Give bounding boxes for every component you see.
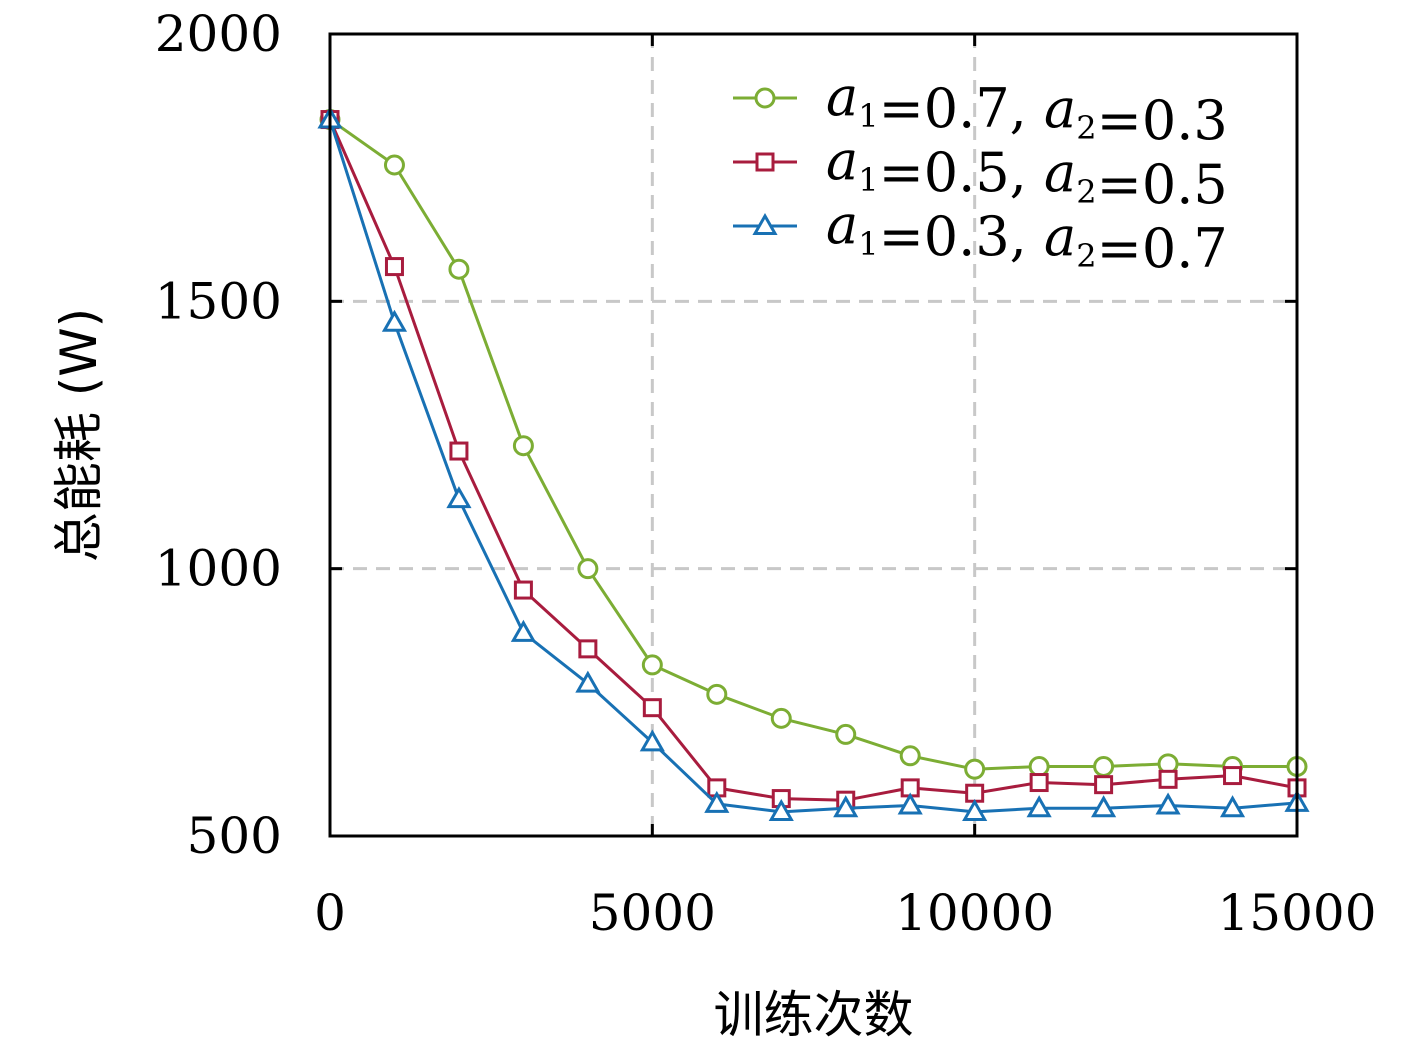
data-point xyxy=(833,795,859,818)
data-point xyxy=(770,707,792,729)
x-tick-label: 5000 xyxy=(589,884,716,942)
data-point xyxy=(1091,795,1117,818)
data-point xyxy=(1093,755,1115,777)
legend-marker xyxy=(755,152,775,172)
data-point xyxy=(897,792,923,815)
y-tick-label: 1500 xyxy=(155,272,282,330)
tick-labels: 0 5000 10000 15000 500 1000 1500 2000 xyxy=(155,5,1377,942)
data-point xyxy=(1219,795,1246,818)
data-point xyxy=(577,558,599,580)
data-point xyxy=(1223,766,1243,786)
data-point xyxy=(964,758,986,780)
plot-frame xyxy=(328,32,1299,838)
legend-subscript: 2 xyxy=(1076,173,1096,211)
data-point xyxy=(1029,773,1049,793)
x-tick-label: 10000 xyxy=(895,884,1054,942)
data-point xyxy=(768,798,794,821)
series-2 xyxy=(320,110,1307,810)
legend-text-part xyxy=(1027,205,1044,268)
data-point xyxy=(641,654,663,676)
y-axis-title: 总能耗 (W) xyxy=(50,308,108,562)
legend-text-part xyxy=(1027,77,1044,140)
legend-subscript: 1 xyxy=(858,97,878,135)
legend-text-part: =0.7 xyxy=(1097,217,1228,280)
y-tick-label: 2000 xyxy=(155,5,282,63)
series-line xyxy=(329,118,1297,771)
legend-entry-1: a1=0.7, a2=0.3 xyxy=(733,65,1228,152)
legend-text-part xyxy=(1027,141,1044,204)
legend-entry-2: a1=0.5, a2=0.5 xyxy=(733,129,1228,216)
data-point xyxy=(448,258,470,280)
data-point xyxy=(639,729,665,752)
data-point xyxy=(1026,795,1052,818)
data-point xyxy=(706,683,728,705)
legend-text-part: a xyxy=(826,65,858,128)
data-point xyxy=(510,619,536,642)
data-point xyxy=(449,441,469,461)
legend: a1=0.7, a2=0.3a1=0.5, a2=0.5a1=0.3, a2=0… xyxy=(733,65,1228,280)
series-line xyxy=(328,119,1298,814)
y-tick-label: 500 xyxy=(187,807,282,865)
data-point xyxy=(1094,775,1114,795)
data-point xyxy=(899,745,921,767)
legend-subscript: 2 xyxy=(1076,109,1096,147)
legend-label: a1=0.7, a2=0.3 xyxy=(826,65,1228,152)
legend-text-part: a xyxy=(1044,77,1076,140)
y-tick-label: 1000 xyxy=(155,540,282,598)
data-point xyxy=(835,723,857,745)
data-point xyxy=(383,154,405,176)
legend-text-part: a xyxy=(826,129,858,192)
legend-text-part: a xyxy=(1044,205,1076,268)
data-point xyxy=(578,639,598,659)
legend-text-part: =0.3 xyxy=(1097,89,1228,152)
legend-subscript: 1 xyxy=(858,225,878,263)
legend-text-part: a xyxy=(826,193,858,256)
legend-text-part: =0.3, xyxy=(879,205,1027,268)
data-point xyxy=(513,580,533,600)
x-tick-label: 0 xyxy=(314,884,346,942)
data-point xyxy=(575,670,601,693)
data-point xyxy=(446,486,472,509)
legend-subscript: 1 xyxy=(858,161,878,199)
data-point xyxy=(381,309,408,332)
legend-entry-3: a1=0.3, a2=0.7 xyxy=(733,193,1228,280)
legend-label: a1=0.5, a2=0.5 xyxy=(826,129,1228,216)
axis-ticks xyxy=(328,32,1299,838)
legend-label: a1=0.3, a2=0.7 xyxy=(826,193,1228,280)
x-axis-title: 训练次数 xyxy=(714,986,914,1044)
legend-marker xyxy=(752,212,778,235)
x-tick-label: 15000 xyxy=(1217,884,1376,942)
data-point xyxy=(1028,755,1050,777)
series-line xyxy=(328,118,1298,802)
data-point xyxy=(704,790,730,813)
data-point xyxy=(384,257,404,277)
legend-text-part: a xyxy=(1044,141,1076,204)
series-layer xyxy=(317,106,1310,821)
legend-subscript: 2 xyxy=(1076,237,1096,275)
legend-text-part: =0.5, xyxy=(879,141,1027,204)
legend-marker xyxy=(754,87,776,109)
data-point xyxy=(642,698,662,718)
data-point xyxy=(965,783,985,803)
legend-text-part: =0.5 xyxy=(1097,153,1228,216)
data-point xyxy=(962,798,988,821)
data-point xyxy=(1155,792,1181,815)
data-point xyxy=(512,435,534,457)
legend-text-part: =0.7, xyxy=(879,77,1027,140)
data-point xyxy=(1158,769,1178,789)
